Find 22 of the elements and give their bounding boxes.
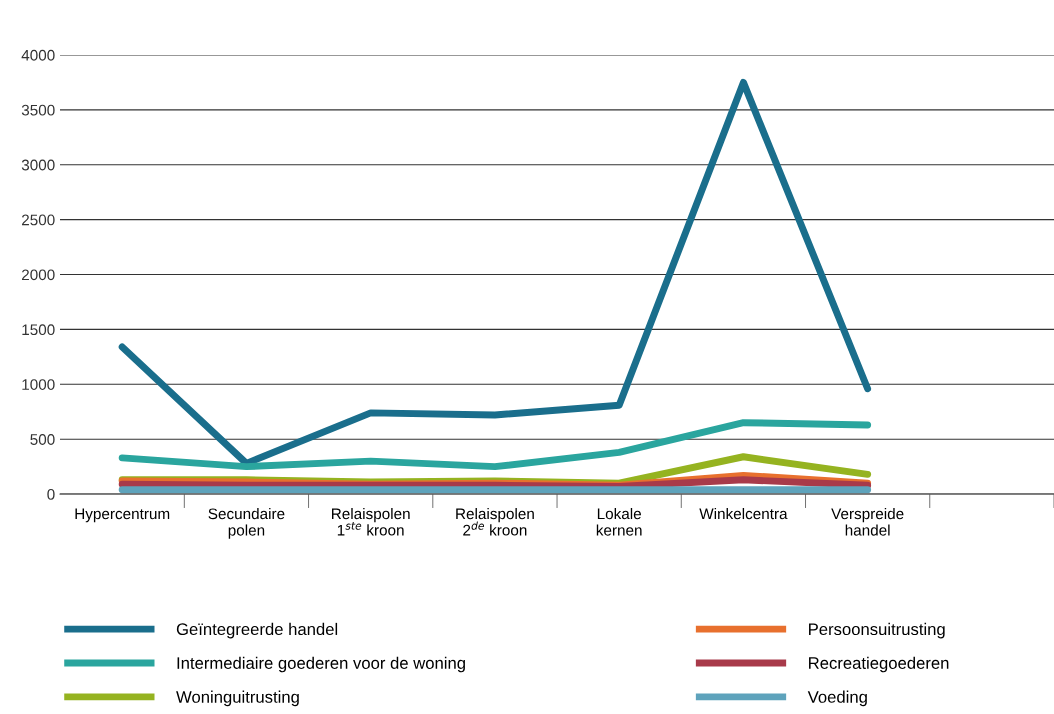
legend-label: Woninguitrusting <box>176 690 299 707</box>
y-tick-label: 1000 <box>22 379 55 390</box>
x-tick-label: Secundaire polen <box>208 507 285 539</box>
y-tick-label: 1500 <box>22 324 55 336</box>
x-tick-label: Winkelcentra <box>699 507 788 520</box>
y-tick-label: 500 <box>30 434 55 445</box>
x-tick-label: Relaispolen 1$^{ste}$ kroon <box>332 507 410 536</box>
legend-label: Persoonsuitrusting <box>809 622 945 639</box>
y-tick-label: 0 <box>47 488 55 500</box>
x-tick-label: Lokale kernen <box>596 507 642 536</box>
x-tick-label: Relaispolen 2$^{de}$ kroon <box>456 507 534 536</box>
y-tick-label: 4000 <box>21 49 55 61</box>
x-tick-label: Hypercentrum <box>75 508 170 523</box>
legend-label: Intermediaire goederen voor de woning <box>177 656 465 673</box>
legend-label: Recreatiegoederen <box>809 656 949 673</box>
y-tick-label: 3000 <box>21 159 55 171</box>
legend-label: Geïntegreerde handel <box>176 622 338 639</box>
y-tick-label: 2000 <box>22 269 55 281</box>
y-tick-label: 3500 <box>21 104 55 116</box>
y-tick-label: 2500 <box>22 214 55 226</box>
legend-label: Voeding <box>807 690 867 707</box>
x-tick-label: Verspreide handel <box>831 507 904 536</box>
